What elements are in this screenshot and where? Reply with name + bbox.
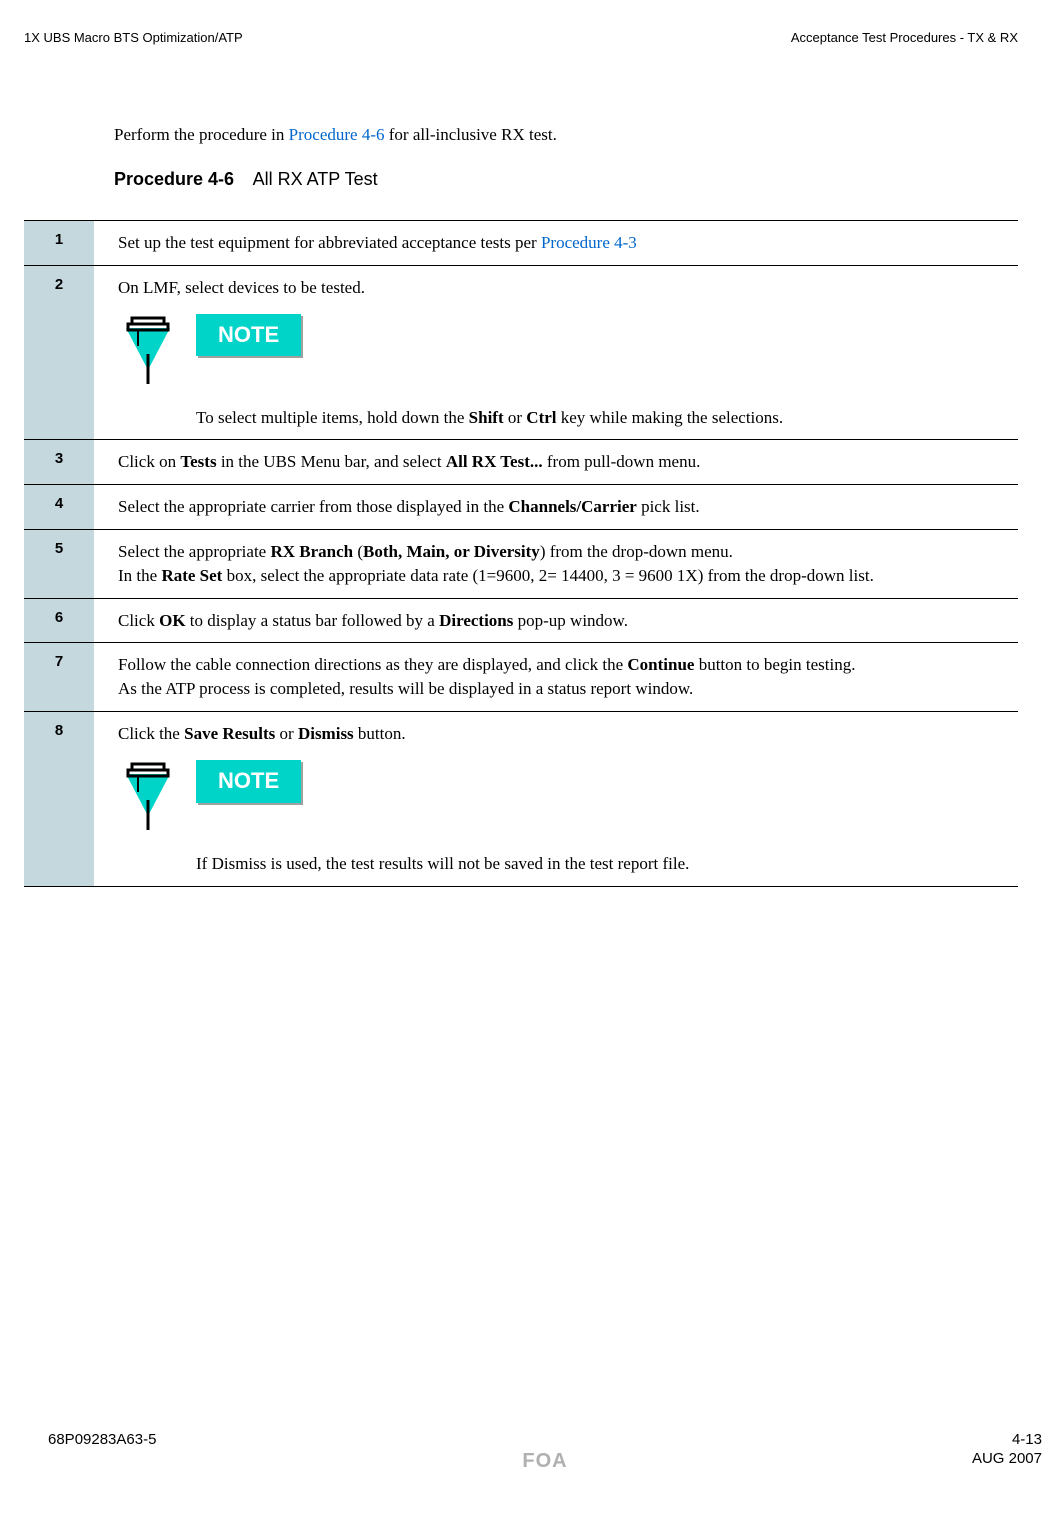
step-content: Click the Save Results or Dismiss button…	[94, 711, 1018, 886]
step-link[interactable]: Procedure 4-3	[541, 233, 637, 252]
step-text: Click the Save Results or Dismiss button…	[118, 722, 1004, 746]
footer-line1: 68P09283A63-5 4-13	[48, 1431, 1042, 1448]
header-right: Acceptance Test Procedures - TX & RX	[791, 30, 1018, 45]
step-content: Click OK to display a status bar followe…	[94, 598, 1018, 643]
intro-link[interactable]: Procedure 4-6	[289, 125, 385, 144]
procedure-table: 1 Set up the test equipment for abbrevia…	[24, 220, 1018, 887]
table-row: 7 Follow the cable connection directions…	[24, 643, 1018, 712]
footer-foa: FOA	[522, 1450, 567, 1473]
table-row: 4 Select the appropriate carrier from th…	[24, 485, 1018, 530]
step-number: 7	[24, 643, 94, 712]
step-content: Follow the cable connection directions a…	[94, 643, 1018, 712]
page-header: 1X UBS Macro BTS Optimization/ATP Accept…	[24, 30, 1018, 45]
note-text: If Dismiss is used, the test results wil…	[196, 852, 1004, 876]
step-content: Select the appropriate RX Branch (Both, …	[94, 529, 1018, 598]
step-text: On LMF, select devices to be tested.	[118, 276, 1004, 300]
procedure-label: Procedure 4-6	[114, 169, 234, 189]
table-row: 3 Click on Tests in the UBS Menu bar, an…	[24, 440, 1018, 485]
note-text: To select multiple items, hold down the …	[196, 406, 1004, 430]
step-text: Set up the test equipment for abbreviate…	[118, 233, 541, 252]
header-left: 1X UBS Macro BTS Optimization/ATP	[24, 30, 243, 45]
step-number: 6	[24, 598, 94, 643]
table-row: 1 Set up the test equipment for abbrevia…	[24, 221, 1018, 266]
page-footer: 68P09283A63-5 4-13 FOA AUG 2007	[48, 1431, 1042, 1467]
table-row: 5 Select the appropriate RX Branch (Both…	[24, 529, 1018, 598]
footer-line2: FOA AUG 2007	[48, 1450, 1042, 1467]
note-badge-wrapper: NOTE	[178, 314, 301, 357]
step-content: Select the appropriate carrier from thos…	[94, 485, 1018, 530]
step-number: 3	[24, 440, 94, 485]
step-line: Select the appropriate RX Branch (Both, …	[118, 540, 1004, 564]
step-content: Set up the test equipment for abbreviate…	[94, 221, 1018, 266]
table-row: 6 Click OK to display a status bar follo…	[24, 598, 1018, 643]
pushpin-icon	[118, 314, 178, 388]
table-row: 8 Click the Save Results or Dismiss butt…	[24, 711, 1018, 886]
intro-suffix: for all-inclusive RX test.	[385, 125, 557, 144]
note-badge: NOTE	[196, 314, 301, 357]
step-number: 4	[24, 485, 94, 530]
pushpin-icon	[118, 760, 178, 834]
step-number: 1	[24, 221, 94, 266]
procedure-name: All RX ATP Test	[253, 169, 378, 189]
step-number: 8	[24, 711, 94, 886]
step-content: Click on Tests in the UBS Menu bar, and …	[94, 440, 1018, 485]
note-block: NOTE	[118, 760, 1004, 834]
note-block: NOTE	[118, 314, 1004, 388]
step-line: As the ATP process is completed, results…	[118, 677, 1004, 701]
intro-prefix: Perform the procedure in	[114, 125, 289, 144]
note-badge-wrapper: NOTE	[178, 760, 301, 803]
step-line: Follow the cable connection directions a…	[118, 653, 1004, 677]
step-number: 2	[24, 265, 94, 440]
step-content: On LMF, select devices to be tested. NOT…	[94, 265, 1018, 440]
footer-date: AUG 2007	[972, 1450, 1042, 1467]
table-row: 2 On LMF, select devices to be tested. N…	[24, 265, 1018, 440]
footer-doc-num: 68P09283A63-5	[48, 1431, 156, 1448]
step-number: 5	[24, 529, 94, 598]
intro-paragraph: Perform the procedure in Procedure 4-6 f…	[114, 125, 1018, 145]
procedure-title: Procedure 4-6 All RX ATP Test	[114, 169, 1018, 190]
footer-page-num: 4-13	[1012, 1431, 1042, 1448]
note-badge: NOTE	[196, 760, 301, 803]
step-line: In the Rate Set box, select the appropri…	[118, 564, 1004, 588]
